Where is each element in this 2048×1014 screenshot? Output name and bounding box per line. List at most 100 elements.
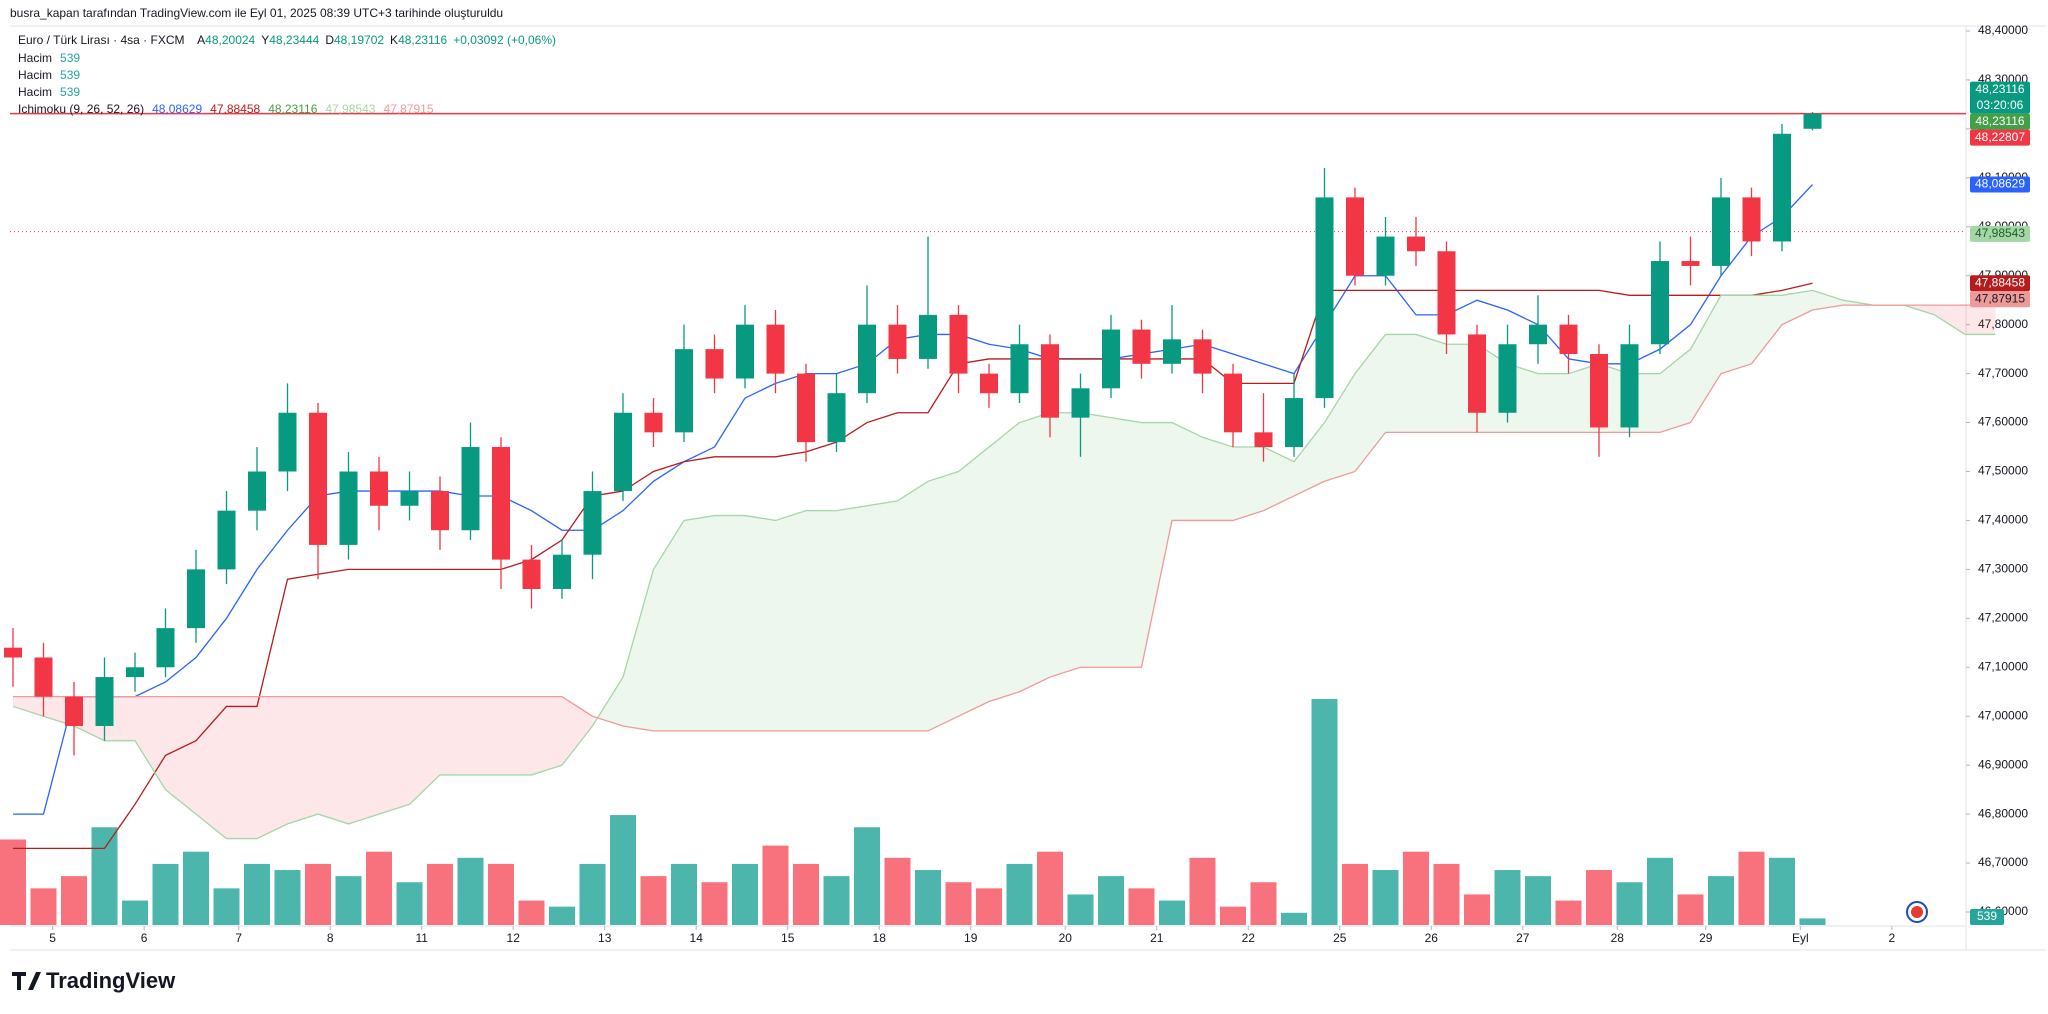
volume-bar (1067, 894, 1094, 925)
candle-body (1346, 197, 1364, 276)
cloud-fill (1934, 305, 1965, 335)
cloud-fill (1355, 334, 1386, 472)
volume-bar (671, 863, 697, 925)
cloud-fill (775, 510, 806, 731)
cloud-fill (897, 481, 928, 731)
candle-body (1803, 113, 1822, 129)
x-tick-label: 15 (781, 931, 795, 945)
cloud-fill (1324, 373, 1355, 482)
candle-body (1132, 329, 1151, 364)
candle-body (614, 412, 632, 492)
cloud-fill (409, 696, 440, 805)
cloud-fill (226, 696, 257, 839)
candle-body (1498, 344, 1517, 413)
volume-bar (1799, 918, 1826, 925)
icon-flag (1911, 906, 1923, 918)
cloud-fill (165, 696, 196, 815)
volume-bar (366, 851, 392, 925)
volume-bar (701, 882, 728, 925)
candle-body (1529, 324, 1547, 345)
y-tick-label: 47,80000 (1978, 317, 2028, 331)
plot: 46,6000046,7000046,8000046,9000047,00000… (0, 23, 2028, 945)
candle-body (949, 314, 968, 374)
volume-bar (213, 888, 240, 925)
candle-body (1193, 339, 1212, 374)
x-tick-label: 2 (1888, 931, 1895, 945)
caption: busra_kapan tarafından TradingView.com i… (10, 6, 503, 20)
candle-body (736, 324, 754, 379)
cloud-fill (1721, 295, 1752, 374)
price-label: 48,22807 (1975, 130, 2025, 144)
ichimoku-value: 47,87915 (383, 102, 433, 116)
volume-bar (1159, 900, 1185, 925)
volume-bar (793, 863, 819, 925)
volume-bar (1677, 894, 1704, 925)
y-tick-label: 48,40000 (1978, 23, 2028, 37)
candle-body (797, 373, 815, 443)
cloud-fill (318, 696, 349, 824)
ohlc-label: K (390, 33, 398, 47)
x-tick-label: 6 (141, 931, 148, 945)
volume-bar (1220, 906, 1246, 925)
cloud-fill (562, 696, 593, 766)
ohlc-value: 48,20024 (205, 33, 255, 47)
candle-body (187, 569, 205, 629)
change: +0,03092 (+0,06%) (453, 33, 556, 47)
volume-bar (1738, 851, 1765, 925)
ohlc-value: 48,23116 (398, 33, 447, 47)
candle-body (156, 628, 175, 668)
y-tick-label: 47,20000 (1978, 611, 2028, 625)
cloud-fill (1690, 295, 1721, 423)
volume-value: 539 (60, 85, 80, 99)
cloud-fill (1294, 422, 1325, 496)
y-tick-label: 46,80000 (1978, 806, 2028, 820)
cloud-fill (1660, 349, 1691, 433)
cloud-fill (1111, 417, 1142, 668)
price-label-box (1970, 225, 2030, 242)
cloud-fill (379, 696, 410, 815)
volume-bar (823, 876, 850, 925)
y-tick-label: 47,70000 (1978, 366, 2028, 380)
cloud-fill (684, 515, 715, 731)
candle-body (1102, 329, 1120, 389)
volume-bar (457, 857, 484, 925)
y-tick-label: 47,00000 (1978, 708, 2028, 722)
candle-body (675, 349, 693, 433)
candle-body (1071, 388, 1090, 418)
cloud-fill (1263, 447, 1294, 511)
cloud-fill (1019, 412, 1050, 692)
y-tick-label: 46,90000 (1978, 757, 2028, 771)
x-tick-label: 20 (1059, 931, 1073, 945)
cloud-fill (1202, 437, 1233, 521)
volume-bar (1586, 870, 1612, 925)
x-tick-label: 12 (507, 931, 521, 945)
volume-bar (854, 827, 880, 925)
ichimoku-value: 48,08629 (152, 102, 202, 116)
candle-body (217, 510, 236, 570)
indicator-line (13, 304, 1996, 732)
x-tick-label: 28 (1611, 931, 1625, 945)
volume-bar (122, 900, 148, 925)
x-tick-label: 18 (873, 931, 887, 945)
volume-bar (1189, 857, 1216, 925)
x-tick-label: 11 (415, 931, 428, 945)
x-tick-label: 14 (690, 931, 704, 945)
candle-body (1681, 261, 1700, 266)
cloud-fill (989, 422, 1020, 702)
volume-bar (152, 863, 179, 925)
candle-body (1651, 261, 1669, 345)
price-label-box (1970, 176, 2030, 193)
volume-bar (305, 863, 331, 925)
cloud-fill (1080, 412, 1111, 668)
brand: TradingView (46, 968, 176, 993)
ohlc-label: Y (261, 33, 269, 47)
volume-bar (427, 863, 453, 925)
x-tick-label: 22 (1242, 931, 1256, 945)
volume-bar (1311, 699, 1338, 925)
cloud-fill (470, 696, 501, 775)
volume-bar (1372, 870, 1399, 925)
y-tick-label: 47,50000 (1978, 464, 2028, 478)
cloud-fill (1050, 412, 1081, 678)
candle-body (370, 471, 388, 506)
ichimoku-value: 48,23116 (268, 102, 317, 116)
